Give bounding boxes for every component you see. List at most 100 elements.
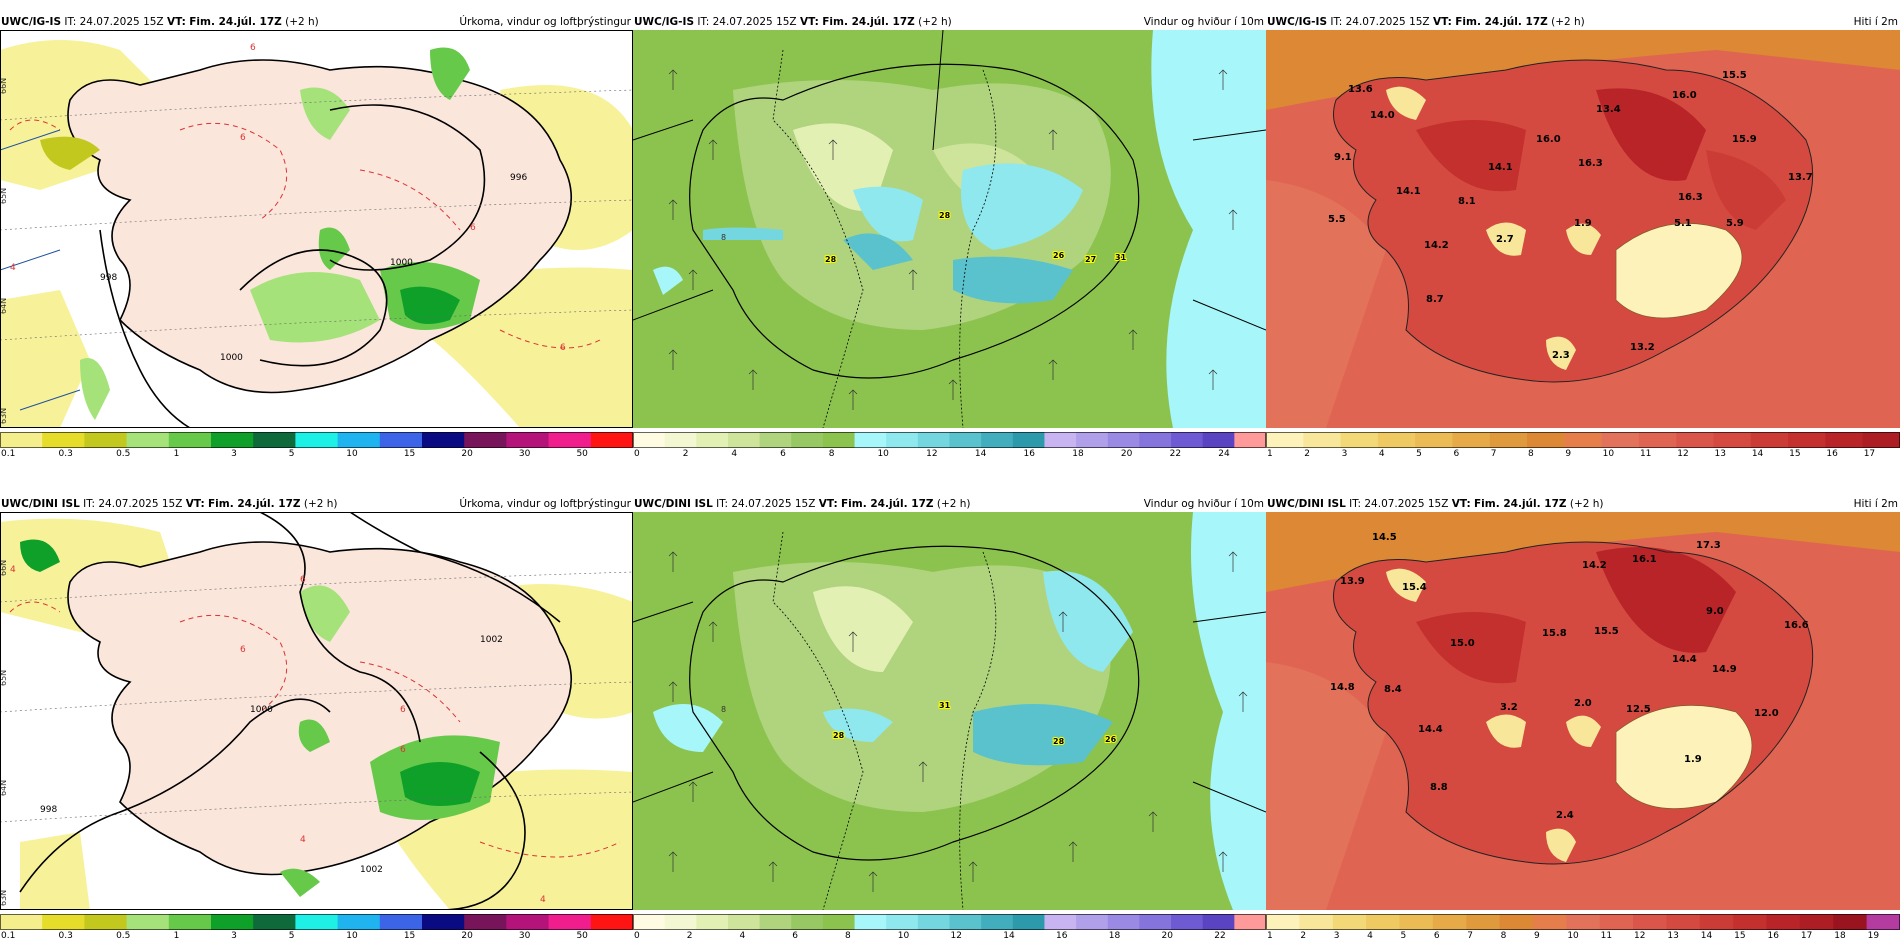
colorbar-swatch [1833,914,1868,930]
temp-value: 5.9 [1726,218,1744,229]
vt-label: VT: [1451,498,1471,510]
it-value: 24.07.2025 15Z [1364,498,1449,510]
colorbar-swatch [506,432,550,448]
temp-value: 8.7 [1426,294,1444,305]
temp-values: 14.5 13.9 15.4 14.2 16.1 17.3 9.0 16.6 1… [1330,532,1809,821]
temp-value: 13.7 [1788,172,1813,183]
colorbar-tick-label: 1 [174,449,180,458]
colorbar-tick-label: 5 [1416,449,1422,458]
colorbar-swatch [981,432,1014,448]
vt-value: Fim. 24.júl. 17Z [1474,498,1567,510]
colorbar-temp-bottom: 1 2 3 4 5 6 7 8 9 10 11 12 13 14 15 16 17 18 19 [1266,914,1900,940]
wind-map: 8 28 31 28 26 [633,512,1266,910]
lead-time: (+2 h) [1551,16,1585,28]
model-label: UWC/DINI ISL [1,498,80,510]
colorbar-swatch [42,432,85,448]
gust-label: 31 [1115,253,1127,262]
wind-map-svg: 8 28 28 26 27 31 [633,30,1266,428]
temp-value: 15.9 [1732,134,1757,145]
colorbar-swatch [1532,914,1567,930]
colorbar-swatch [1399,914,1434,930]
colorbar-frame [633,914,1266,930]
gust-label: 27 [1085,255,1096,264]
temp-values: 13.6 14.0 9.1 16.0 15.5 13.4 16.0 16.3 1… [1328,70,1813,361]
colorbar-swatch [1601,432,1640,448]
panel-header: UWC/IG-IS IT: 24.07.2025 15Z VT: Fim. 24… [0,14,633,30]
colorbar-swatch [1202,432,1235,448]
colorbar-tick-label: 0 [634,931,640,940]
temp-value: 14.5 [1372,532,1397,543]
colorbar-swatch [126,432,170,448]
colorbar-swatch [1638,432,1677,448]
wind-arrows [668,69,1238,410]
vt-label: VT: [818,498,838,510]
colorbar-swatch [1139,914,1172,930]
temp-value: 16.6 [1784,620,1809,631]
colorbar-tick-label: 0.1 [1,931,15,940]
temp-value: 16.3 [1678,192,1703,203]
colorbar-swatch [211,432,254,448]
colorbar-swatch [1699,914,1734,930]
temp-contour-label: 4 [300,835,306,845]
panel-temp-top: UWC/IG-IS IT: 24.07.2025 15Z VT: Fim. 24… [1266,14,1900,464]
temp-value: 13.6 [1348,84,1373,95]
colorbar-tick-label: 5 [289,449,295,458]
temp-value: 13.4 [1596,104,1621,115]
colorbar-swatch [664,914,697,930]
colorbar-tick-label: 22 [1214,931,1225,940]
temp-contour-label: 6 [300,575,306,585]
colorbar-frame [0,432,633,448]
lead-time: (+2 h) [918,16,952,28]
colorbar-tick-label: 10 [1567,931,1579,940]
vt-value: Fim. 24.júl. 17Z [189,16,282,28]
panel-title: Úrkoma, vindur og loftþrýstingur [459,498,631,510]
colorbar-tick-label: 22 [1170,449,1181,458]
colorbar-tick-label: 6 [792,931,798,940]
colorbar-swatch [949,914,982,930]
lat-label: 64N [0,780,8,796]
colorbar-tick-label: 6 [1453,449,1459,458]
lead-time: (+2 h) [303,498,338,510]
colorbar-swatch [1076,432,1109,448]
panel-header: UWC/IG-IS IT: 24.07.2025 15Z VT: Fim. 24… [633,14,1266,30]
colorbar-swatch [422,914,465,930]
colorbar-swatch [1076,914,1109,930]
colorbar-swatch [464,914,507,930]
colorbar-swatch [822,914,856,930]
colorbar-swatch [1825,432,1864,448]
gust-label: 28 [833,731,845,740]
colorbar-temp-top: 1 2 3 4 5 6 7 8 9 10 11 12 13 14 15 16 17 [1266,432,1900,458]
colorbar-frame [0,914,633,930]
temp-value: 16.0 [1536,134,1561,145]
colorbar-tick-label: 2 [683,449,689,458]
colorbar-tick-label: 3 [1342,449,1348,458]
colorbar-swatch [854,432,887,448]
colorbar-swatch [1234,432,1266,448]
colorbar-tick-label: 0.5 [116,931,130,940]
colorbar-tick-label: 0 [634,449,640,458]
temp-contour-label: 4 [10,263,16,273]
colorbar-swatch [1303,432,1342,448]
colorbar-wind-top: 0 2 4 6 8 10 12 14 16 18 20 22 24 [633,432,1266,458]
colorbar-swatch [168,432,212,448]
colorbar-swatch [211,914,254,930]
colorbar-swatch [1139,432,1172,448]
colorbar-swatch [1666,914,1701,930]
temp-value: 9.0 [1706,606,1724,617]
panel-title: Úrkoma, vindur og loftþrýstingur [459,16,631,28]
colorbar-tick-label: 4 [731,449,737,458]
temp-value: 2.7 [1496,234,1514,245]
gust-label: 26 [1053,251,1065,260]
panel-header: UWC/DINI ISL IT: 24.07.2025 15Z VT: Fim.… [633,496,1266,512]
vt-value: Fim. 24.júl. 17Z [1455,16,1548,28]
lead-time: (+2 h) [285,16,319,28]
colorbar-swatch [1766,914,1801,930]
gust-label: 28 [825,255,837,264]
colorbar-swatch [1012,914,1045,930]
colorbar-swatch [886,432,919,448]
it-label: IT: [1349,498,1362,510]
colorbar-svg: 0 2 4 6 8 10 12 14 16 18 20 22 24 [633,432,1266,458]
colorbar-swatch [759,914,792,930]
colorbar-swatch [590,432,633,448]
temp-value: 3.2 [1500,702,1518,713]
